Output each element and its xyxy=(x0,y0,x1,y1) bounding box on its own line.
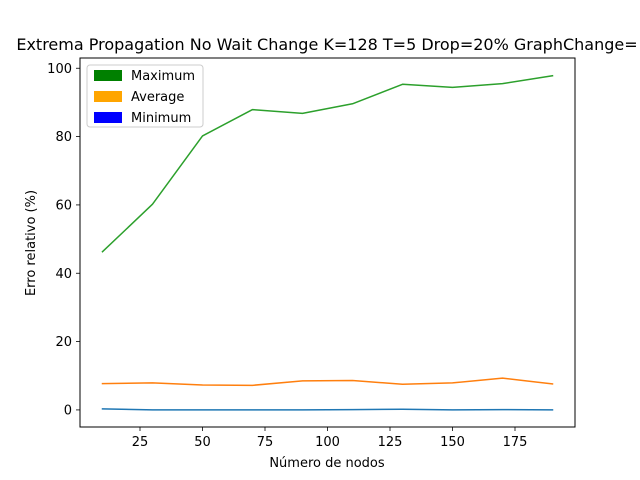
x-tick-label: 50 xyxy=(194,435,211,450)
x-tick-label: 150 xyxy=(440,435,465,450)
x-tick-label: 175 xyxy=(503,435,528,450)
x-tick-label: 25 xyxy=(132,435,149,450)
y-axis-label: Erro relativo (%) xyxy=(24,190,39,296)
x-axis-label: Número de nodos xyxy=(269,456,385,471)
axes: 25 50 75 100 125 150 175 0 20 40 60 80 100 xyxy=(47,57,576,450)
x-tick-label: 125 xyxy=(378,435,403,450)
x-tick-label: 75 xyxy=(257,435,274,450)
legend-label-average: Average xyxy=(131,90,184,105)
y-tick-label: 20 xyxy=(55,335,72,350)
series-line-3 xyxy=(101,408,554,411)
legend-label-maximum: Maximum xyxy=(131,69,195,84)
series-line-2 xyxy=(101,377,554,387)
y-tick-label: 40 xyxy=(55,267,72,282)
legend-swatch-minimum xyxy=(94,112,122,123)
y-tick-label: 80 xyxy=(55,130,72,145)
legend-swatch-average xyxy=(94,91,122,102)
y-tick-label: 100 xyxy=(47,62,72,77)
chart-title: Extrema Propagation No Wait Change K=128… xyxy=(16,35,637,54)
series-line-1 xyxy=(101,74,554,253)
y-tick-label: 60 xyxy=(55,198,72,213)
legend: Maximum Average Minimum xyxy=(86,64,204,128)
legend-swatch-maximum xyxy=(94,70,122,81)
legend-label-minimum: Minimum xyxy=(131,111,191,126)
y-tick-label: 0 xyxy=(64,403,72,418)
x-tick-label: 100 xyxy=(315,435,340,450)
plot-area xyxy=(101,74,554,411)
